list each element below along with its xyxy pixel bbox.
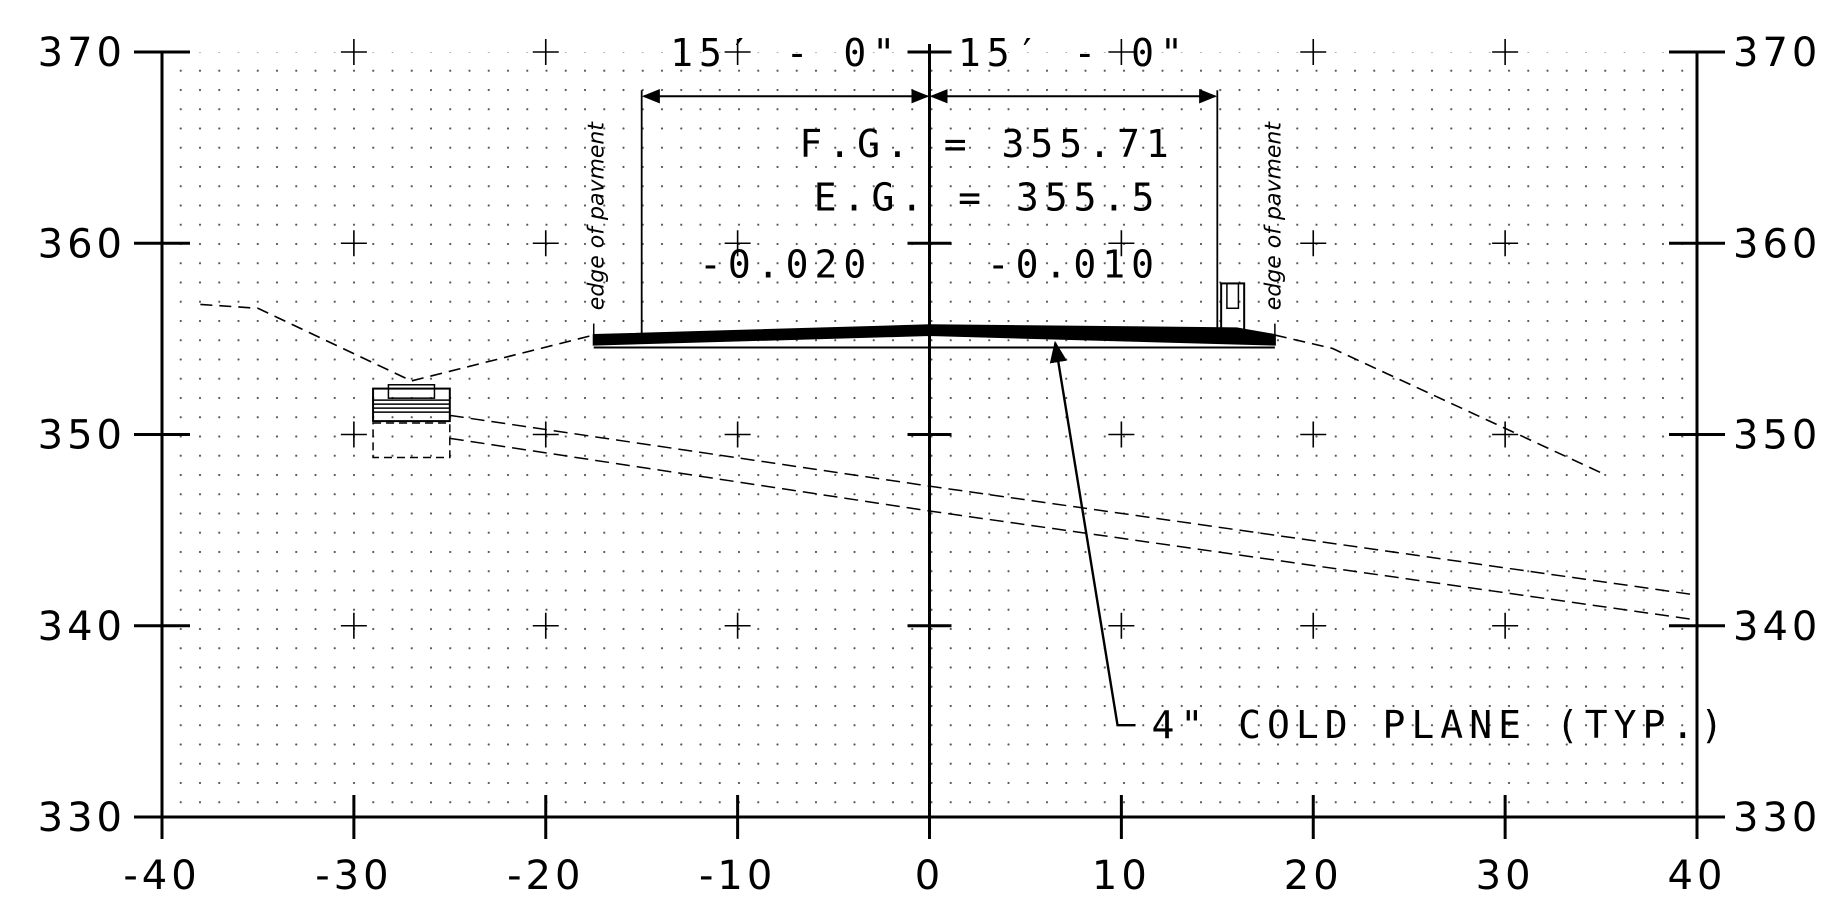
y-tick-label-right: 340: [1733, 604, 1821, 650]
y-tick-label-right: 330: [1733, 795, 1821, 841]
finished-grade-label: F.G. = 355.71: [799, 122, 1174, 166]
structure-cap: [387, 384, 436, 399]
x-tick-label: -40: [123, 853, 200, 899]
x-tick-label: 20: [1284, 853, 1343, 899]
callout-leader: [1049, 340, 1136, 727]
x-tick-label: 40: [1668, 853, 1727, 899]
y-tick-label-left: 360: [38, 221, 126, 267]
axis-layer: 330 330 340 340 350 350 360 360 370 370 -40 -30 -20 -…: [38, 30, 1821, 899]
y-tick-label-right: 350: [1733, 413, 1821, 459]
x-tick-label: -20: [507, 853, 584, 899]
dimension-label-1: 15′ - 0": [670, 31, 901, 75]
curb-detail-inner: [1226, 282, 1240, 310]
x-tick-label: -30: [315, 853, 392, 899]
callout-label: 4" COLD PLANE (TYP.): [1152, 703, 1730, 747]
x-tick-label: -10: [699, 853, 776, 899]
dimension-label-2: 15′ - 0": [958, 31, 1189, 75]
existing-ground-left: [200, 303, 594, 382]
structure-top: [372, 387, 451, 423]
edge-of-pavement-label-2: edge of pavment: [1262, 121, 1287, 311]
x-tick-label: 10: [1092, 853, 1151, 899]
edge-of-pavement-label-1: edge of pavment: [584, 121, 609, 311]
x-tick-label: 0: [915, 853, 944, 899]
y-tick-label-left: 330: [38, 795, 126, 841]
grid-layer: [340, 39, 1519, 639]
underground-line-1: [449, 414, 1698, 596]
cross-slope-left: -0.020: [699, 243, 872, 287]
underground-line-2: [449, 437, 1698, 621]
y-tick-label-right: 360: [1733, 221, 1821, 267]
x-tick-label: 30: [1476, 853, 1535, 899]
pavement-section: [592, 324, 1276, 346]
cross-slope-right: -0.010: [987, 243, 1160, 287]
existing-grade-label: E.G. = 355.5: [814, 176, 1161, 220]
y-tick-label-left: 350: [38, 413, 126, 459]
y-tick-label-left: 340: [38, 604, 126, 650]
structure-base: [372, 422, 451, 459]
y-tick-label-right: 370: [1733, 30, 1821, 76]
existing-ground-right: [1274, 334, 1602, 474]
y-tick-label-left: 370: [38, 30, 126, 76]
text-layer: 15′ - 0" 15′ - 0" F.G. = 355.71 E.G. = 355.…: [584, 31, 1730, 747]
geometry-layer: [200, 89, 1698, 727]
